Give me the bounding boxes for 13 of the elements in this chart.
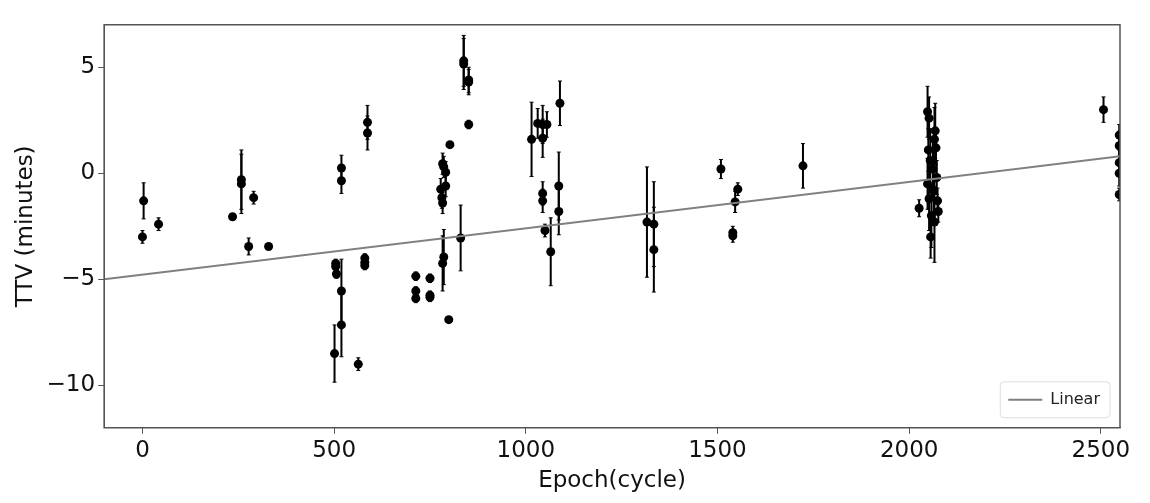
x-axis-title: Epoch(cycle) xyxy=(538,466,686,493)
x-tick-label: 2000 xyxy=(879,435,939,462)
y-axis-title: TTV (minutes) xyxy=(10,145,37,309)
y-tick-label: 0 xyxy=(80,158,96,185)
x-tick-label: 1000 xyxy=(496,435,556,462)
x-tick-label: 2500 xyxy=(1071,435,1131,462)
x-tick-label: 0 xyxy=(135,435,150,462)
y-tick-label: −10 xyxy=(46,370,96,397)
x-tick-label: 500 xyxy=(312,435,357,462)
x-tick-label: 1500 xyxy=(688,435,747,462)
y-tick-label: −5 xyxy=(61,264,96,291)
y-tick-label: 5 xyxy=(80,52,96,79)
legend-label: Linear xyxy=(1050,388,1101,408)
